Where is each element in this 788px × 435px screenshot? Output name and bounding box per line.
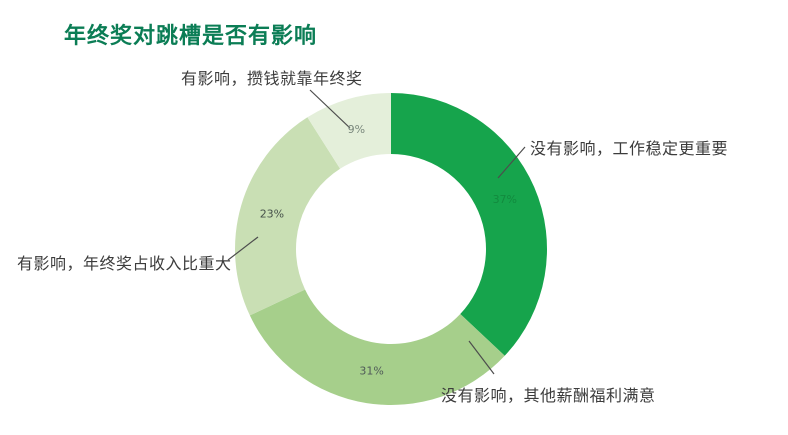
donut-slice-2 (235, 117, 341, 316)
leader-line-bottom (468, 340, 495, 375)
donut-slice-3 (307, 93, 391, 169)
percent-labels: 37% 31% 23% 9% (260, 123, 517, 378)
leader-lines (227, 89, 526, 375)
leader-line-right (497, 146, 526, 179)
donut-segments (235, 93, 547, 406)
donut-slice-1 (249, 289, 505, 406)
callout-label-no-influence-benefits: 没有影响，其他薪酬福利满意 (441, 386, 656, 405)
chart-title: 年终奖对跳槽是否有影响 (64, 24, 318, 49)
percent-label-2: 23% (260, 207, 284, 220)
leader-line-left (227, 236, 259, 261)
donut-slice-0 (391, 93, 547, 356)
callout-label-has-influence-income-share: 有影响，年终奖占收入比重大 (17, 254, 232, 273)
callout-label-no-influence-stability: 没有影响，工作稳定更重要 (530, 139, 729, 158)
percent-label-1: 31% (359, 364, 383, 377)
percent-label-3: 9% (348, 123, 365, 136)
callout-label-has-influence-savings: 有影响，攒钱就靠年终奖 (181, 69, 363, 88)
leader-line-top (309, 89, 351, 129)
percent-label-0: 37% (493, 193, 517, 206)
